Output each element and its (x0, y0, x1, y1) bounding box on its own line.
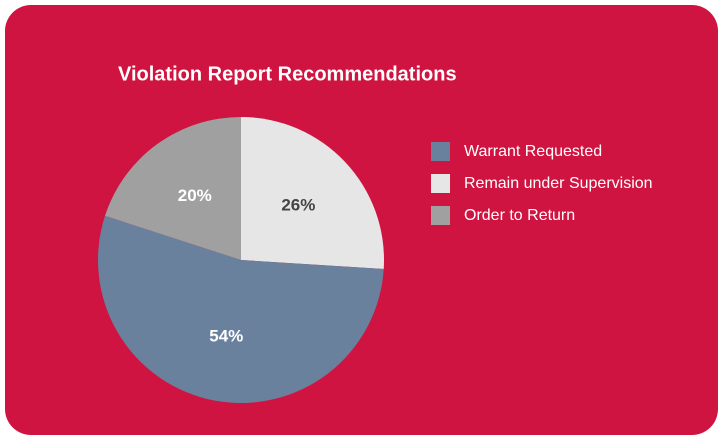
legend-label: Order to Return (464, 207, 575, 224)
legend-swatch (431, 206, 450, 225)
legend-swatch (431, 174, 450, 193)
data-label: 20% (178, 186, 212, 205)
pie-slice (98, 215, 384, 403)
pie-slice (104, 117, 241, 260)
legend-label: Warrant Requested (464, 143, 602, 160)
legend-swatch (431, 142, 450, 161)
data-label: 26% (281, 196, 315, 215)
pie-slice (241, 117, 384, 269)
legend-label: Remain under Supervision (464, 175, 653, 192)
chart-title: Violation Report Recommendations (118, 63, 457, 85)
data-label: 54% (209, 327, 243, 346)
